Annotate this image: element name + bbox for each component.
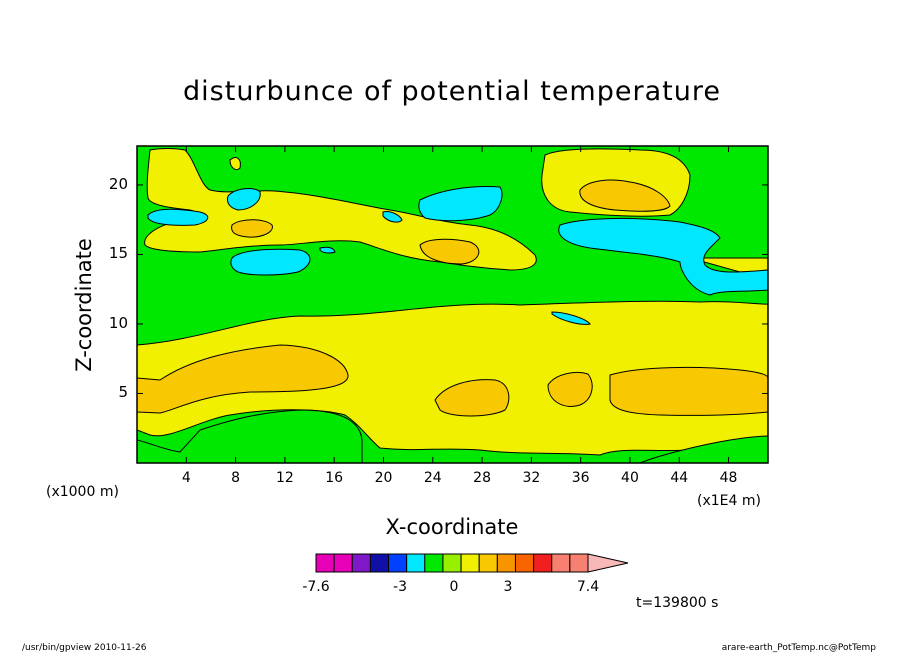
region-yellow-mid-right [689,257,768,281]
region-orange-upper-1 [231,219,273,238]
colorbar-swatch [496,553,516,573]
x-tick-label: 44 [670,470,689,486]
x-unit-right: (x1E4 m) [697,493,761,509]
region-cyan-6 [382,211,403,223]
region-cyan-4 [418,186,503,222]
colorbar-swatch [406,553,426,573]
x-axis-label: X-coordinate [385,515,519,539]
x-tick-label: 8 [231,470,241,486]
y-tick-label: 5 [118,383,128,402]
colorbar-swatch [351,553,371,573]
y-tick-label: 20 [108,174,128,193]
colorbar-swatch [315,553,335,573]
colorbar-swatch [442,553,462,573]
y-axis-label: Z-coordinate [72,238,96,372]
y-tick-label: 15 [108,244,128,263]
colorbar-label: 7.4 [576,579,600,595]
colorbar-swatch [333,553,353,573]
chart-title: disturbunce of potential temperature [183,76,721,107]
region-orange-3 [547,371,593,407]
x-tick-label: 16 [325,470,344,486]
x-tick-label: 20 [374,470,393,486]
x-tick-label: 48 [719,470,738,486]
region-cyan-8 [551,311,591,325]
colorbar-label: -3 [393,579,407,595]
region-orange-1 [137,344,349,414]
colorbar-label: 0 [449,579,459,595]
region-orange-upper-2 [419,238,480,265]
x-tick-label: 24 [423,470,442,486]
colorbar-swatch [424,553,444,573]
colorbar-swatch [551,553,571,573]
x-tick-label: 40 [621,470,639,486]
plot-frame [136,145,769,464]
colorbar-swatch [460,553,480,573]
time-label: t=139800 s [636,595,719,611]
x-tick-label: 4 [181,470,191,486]
x-tick-label: 36 [571,470,590,486]
region-orange-4 [609,366,768,416]
y-tick-label: 10 [108,313,128,332]
region-cyan-3 [230,248,311,276]
region-cyan-7 [319,246,336,254]
footer-right: arare-earth_PotTemp.nc@PotTemp [721,643,876,653]
colorbar [315,553,629,573]
region-cyan-1 [147,208,209,226]
colorbar-swatch [388,553,408,573]
colorbar-swatch [533,553,553,573]
region-yellow-lower [137,300,768,456]
x-tick-label: 28 [473,470,491,486]
x-unit-left: (x1000 m) [46,484,119,500]
region-orange-upper-3 [579,179,671,212]
colorbar-swatch [369,553,390,573]
region-yellow-small [229,157,241,171]
region-cyan-2 [227,188,261,211]
region-orange-2 [434,379,510,417]
footer-left: /usr/bin/gpview 2010-11-26 [22,643,147,653]
colorbar-arrow [587,553,629,573]
colorbar-swatch [514,553,535,573]
colorbar-swatch [569,553,589,573]
region-green-lowerleft [137,409,363,463]
colorbar-swatch [478,553,498,573]
region-green-lowerright [639,435,768,463]
colorbar-label: 3 [503,579,513,595]
x-tick-label: 12 [275,470,294,486]
x-tick-label: 32 [522,470,541,486]
colorbar-label: -7.6 [302,579,330,595]
